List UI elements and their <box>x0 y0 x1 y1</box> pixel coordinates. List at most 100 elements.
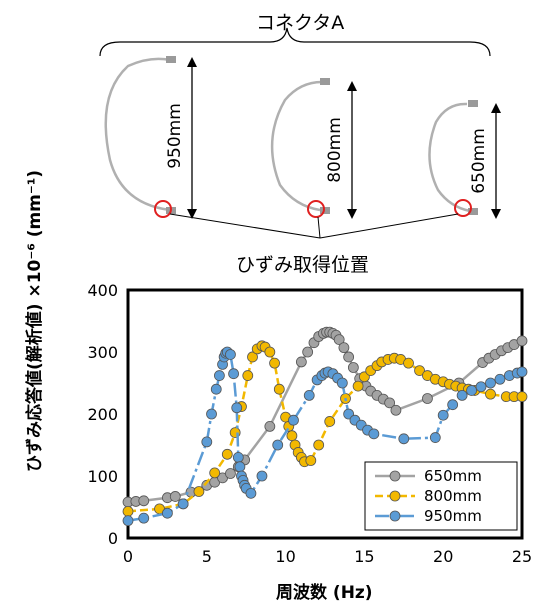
data-point <box>313 439 325 451</box>
y-axis-label: ひずみ応答値(解析値) ×10⁻⁶ (mm⁻¹) <box>25 169 45 472</box>
data-point <box>437 409 449 421</box>
strain-point-marker <box>307 200 325 218</box>
data-point <box>456 389 468 401</box>
data-point <box>422 393 433 404</box>
data-point <box>295 356 307 368</box>
cable-650-length: 650mm <box>469 128 489 194</box>
y-tick-label: 200 <box>87 405 118 424</box>
data-point <box>485 388 496 400</box>
y-tick-label: 0 <box>108 529 118 548</box>
legend-label: 950mm <box>424 507 482 525</box>
data-point <box>138 512 150 524</box>
data-point <box>225 349 236 360</box>
data-point <box>214 370 225 381</box>
data-point <box>245 487 257 499</box>
x-tick-label: 0 <box>123 547 133 566</box>
data-point <box>193 486 205 497</box>
data-point <box>209 467 221 479</box>
strain-point-marker <box>454 199 472 217</box>
legend-item: 800mm <box>375 487 482 505</box>
cable-950 <box>104 56 197 219</box>
data-point <box>338 342 350 354</box>
series-650mm <box>122 326 528 508</box>
data-point <box>475 381 487 393</box>
data-point <box>138 495 150 507</box>
data-point <box>206 408 217 420</box>
y-tick-label: 400 <box>87 281 118 300</box>
data-point <box>516 335 528 347</box>
data-point <box>242 370 254 381</box>
data-point <box>494 373 506 385</box>
data-point <box>333 334 345 346</box>
y-tick-label: 100 <box>87 467 118 486</box>
x-tick-label: 10 <box>275 547 295 566</box>
series-800mm <box>122 340 528 517</box>
data-point <box>384 397 396 409</box>
legend-item: 950mm <box>375 507 482 525</box>
x-tick-label: 25 <box>512 547 532 566</box>
connector-a-icon <box>468 100 478 107</box>
data-point <box>368 428 380 440</box>
data-point <box>303 389 315 401</box>
y-tick-label: 300 <box>87 343 118 362</box>
data-point <box>273 383 285 395</box>
connector-a-icon <box>320 78 330 85</box>
x-tick-label: 20 <box>433 547 453 566</box>
data-point <box>161 507 173 519</box>
data-point <box>324 416 336 427</box>
data-point <box>225 468 236 479</box>
data-point <box>447 399 459 411</box>
data-point <box>210 383 222 395</box>
x-tick-label: 5 <box>202 547 212 566</box>
data-point <box>264 420 276 432</box>
data-point <box>516 366 528 378</box>
data-point <box>201 436 213 448</box>
legend-label: 650mm <box>424 467 482 485</box>
data-point <box>269 357 280 369</box>
data-point <box>286 430 298 442</box>
legend-swatch-marker <box>389 470 401 482</box>
cable-800 <box>270 78 357 219</box>
data-point <box>122 515 134 527</box>
strain-pointer-lines <box>169 213 459 239</box>
x-tick-label: 15 <box>354 547 374 566</box>
data-point <box>302 346 314 358</box>
legend-label: 800mm <box>424 487 482 505</box>
data-point <box>466 385 477 396</box>
data-point <box>516 391 528 403</box>
data-point <box>272 439 284 451</box>
data-point <box>232 451 244 463</box>
data-point <box>228 368 239 380</box>
connector-a-icon <box>166 56 176 63</box>
data-point <box>234 461 246 473</box>
data-point <box>256 470 268 482</box>
data-point <box>221 448 233 460</box>
data-point <box>398 433 410 445</box>
data-point <box>347 362 359 373</box>
cable-800-length: 800mm <box>325 117 345 183</box>
connector-b-icon <box>320 207 330 214</box>
data-point <box>485 377 496 389</box>
series-950mm <box>122 346 528 527</box>
strain-point-marker <box>154 200 172 218</box>
legend-swatch-marker <box>389 510 401 522</box>
data-point <box>231 402 243 414</box>
data-point <box>305 455 317 466</box>
axis-ticks: 0 5 10 15 20 25 0 100 200 300 400 <box>87 281 532 566</box>
connector-title: コネクタA <box>256 12 345 34</box>
strain-position-title: ひずみ取得位置 <box>236 254 370 276</box>
data-point <box>352 380 364 392</box>
x-axis-label: 周波数 (Hz) <box>276 583 373 603</box>
data-point <box>336 377 348 389</box>
data-point <box>177 498 189 510</box>
data-point <box>122 505 134 517</box>
connector-bracket <box>99 27 491 57</box>
data-point <box>343 351 355 363</box>
data-point <box>414 365 425 377</box>
legend-swatch-marker <box>389 490 401 502</box>
data-point <box>403 357 414 369</box>
data-point <box>169 491 181 502</box>
data-point <box>429 432 441 443</box>
data-point <box>288 414 299 426</box>
